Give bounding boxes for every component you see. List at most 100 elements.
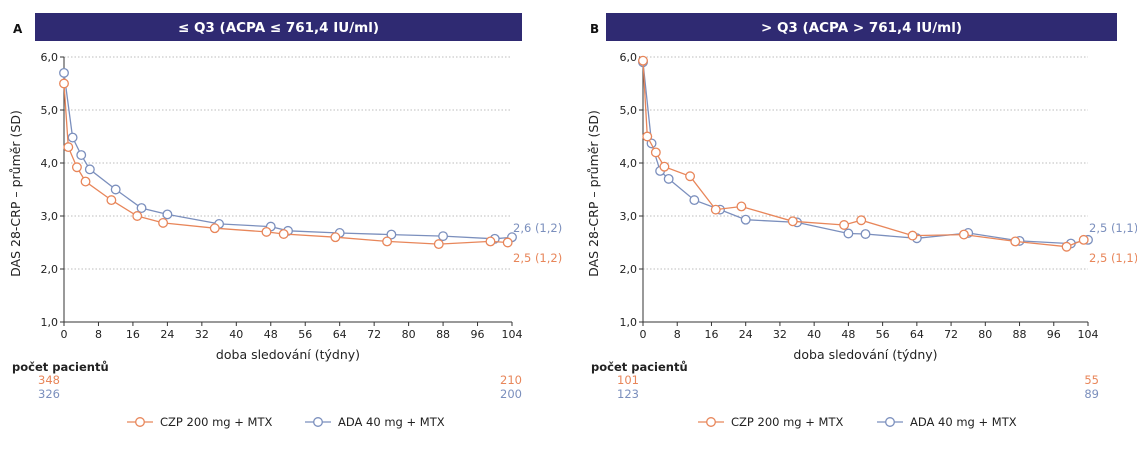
patients-label: počet pacientů [12,360,109,374]
data-point-ada [860,229,871,239]
x-tick-label: 24 [160,328,174,341]
data-point-ada [110,184,121,195]
y-tick-label: 4,0 [41,157,59,170]
data-point-ada [386,229,397,240]
data-point-ada [59,67,69,78]
x-tick-label: 0 [640,328,647,341]
y-tick-label: 6,0 [620,51,638,64]
data-point-czp [787,216,798,227]
x-tick-label: 88 [1013,328,1027,341]
data-point-czp [907,230,918,241]
y-tick-label: 2,0 [620,263,638,276]
data-point-ada [740,214,751,225]
y-tick-label: 5,0 [620,104,638,117]
x-tick-label: 16 [126,328,140,341]
data-point-ada [689,195,700,206]
patients-czp-end: 210 [500,373,522,387]
x-tick-label: 40 [229,328,243,341]
data-point-ada [162,209,173,220]
legend-ada-label: ADA 40 mg + MTX [910,415,1017,429]
x-axis-label: doba sledování (týdny) [216,347,360,362]
data-point-czp [1078,234,1089,245]
patients-czp-end: 55 [1084,373,1099,387]
end-label-ada: 2,5 (1,1) [1089,221,1137,235]
patients-ada-end: 89 [1084,387,1099,401]
patients-ada-start: 123 [617,387,639,401]
y-tick-label: 2,0 [41,263,59,276]
x-tick-label: 0 [61,328,68,341]
patients-ada-end: 200 [500,387,522,401]
data-point-czp [80,176,91,187]
end-label-czp: 2,5 (1,1) [1089,251,1137,265]
x-tick-label: 64 [333,328,347,341]
x-tick-label: 24 [739,328,753,341]
x-tick-label: 72 [944,328,958,341]
x-tick-label: 56 [298,328,312,341]
data-point-czp [63,142,74,153]
data-point-czp [1010,236,1021,247]
title-bar [35,13,522,41]
data-point-czp [856,215,867,226]
data-point-czp [502,237,513,248]
data-point-czp [132,211,143,221]
x-tick-label: 40 [807,328,821,341]
legend-czp-marker [135,417,145,427]
end-label-czp: 2,5 (1,2) [513,251,562,265]
series-line-ada [63,72,513,240]
data-point-czp [839,220,850,230]
data-point-czp [638,55,648,66]
data-point-czp [158,217,169,228]
legend-ada-marker [313,417,323,427]
panel-a: ≤ Q3 (ACPA ≤ 761,4 IU/ml) A 1,0 2,0 3,0 4,0 5,… [8,13,562,429]
x-tick-label: 8 [674,328,681,341]
data-point-czp [433,239,444,250]
panel-letter: A [13,22,23,36]
data-point-czp [330,232,341,243]
x-tick-label: 32 [773,328,787,341]
x-tick-label: 104 [1078,328,1099,341]
data-point-czp [261,226,272,237]
series-line-czp [63,83,508,245]
y-tick-label: 6,0 [41,51,59,64]
data-point-czp [650,147,661,158]
data-point-czp [642,131,653,142]
y-tick-label: 5,0 [41,104,59,117]
x-tick-label: 80 [402,328,416,341]
data-point-ada [84,164,95,175]
x-tick-label: 72 [367,328,381,341]
legend-czp-marker [706,417,716,427]
data-point-ada [67,132,78,143]
data-point-czp [1061,241,1072,252]
legend-czp-label: CZP 200 mg + MTX [160,415,272,429]
data-point-czp [59,78,69,89]
title-bar [606,13,1117,41]
end-label-ada: 2,6 (1,2) [513,221,562,235]
legend-ada-label: ADA 40 mg + MTX [338,415,445,429]
x-tick-label: 64 [910,328,924,341]
y-axis-label: DAS 28-CRP – průměr (SD) [586,110,601,277]
data-point-ada [76,150,87,161]
x-tick-label: 8 [95,328,102,341]
data-point-czp [71,162,82,173]
legend-czp-label: CZP 200 mg + MTX [731,415,843,429]
chart-title: ≤ Q3 (ACPA ≤ 761,4 IU/ml) [178,20,379,36]
patients-label: počet pacientů [591,360,688,374]
x-tick-label: 96 [1047,328,1061,341]
legend-ada-marker [885,417,895,427]
x-axis-label: doba sledování (týdny) [793,347,937,362]
patients-czp-start: 348 [38,373,60,387]
data-point-ada [136,203,147,214]
patients-czp-start: 101 [617,373,639,387]
y-tick-label: 4,0 [620,157,638,170]
x-tick-label: 80 [978,328,992,341]
data-point-ada [843,228,854,239]
data-point-ada [663,173,674,184]
panel-letter: B [590,22,599,36]
y-axis-label: DAS 28-CRP – průměr (SD) [8,110,23,277]
y-tick-label: 1,0 [41,316,59,329]
panel-b: > Q3 (ACPA > 761,4 IU/ml) B 1,0 2,0 3,0 4,0 5,… [586,13,1137,429]
y-tick-label: 3,0 [41,210,59,223]
data-point-czp [958,229,969,240]
y-tick-label: 3,0 [620,210,638,223]
x-tick-label: 88 [436,328,450,341]
